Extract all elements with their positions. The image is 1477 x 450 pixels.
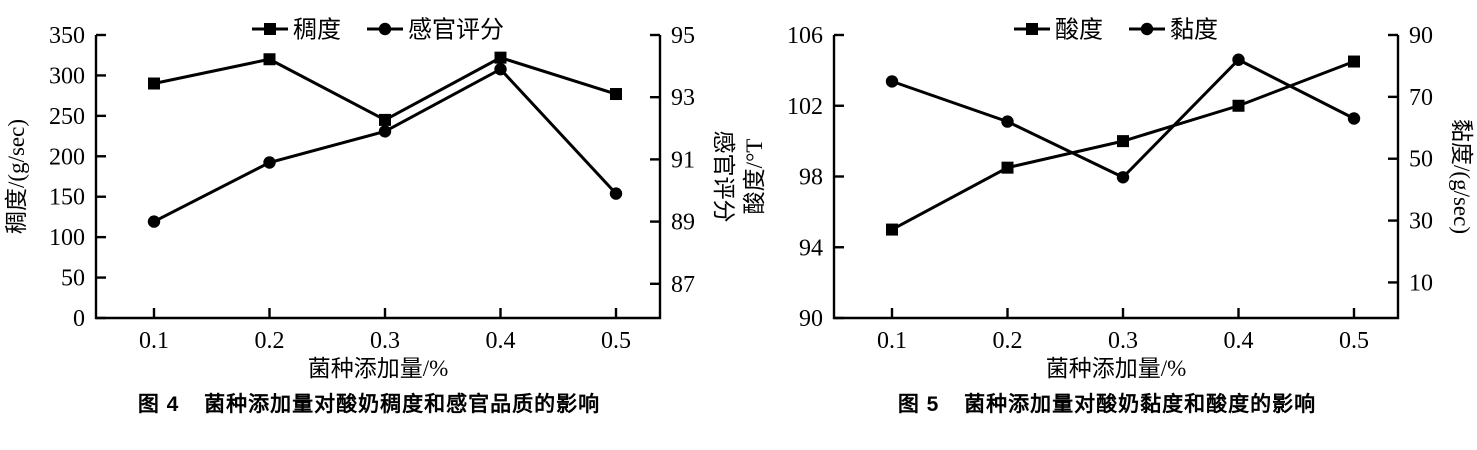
series-line: [891, 57, 1355, 180]
right-tick-label: 90: [1409, 23, 1433, 49]
square-marker-icon: [1026, 23, 1038, 35]
left-tick-label: 200: [49, 144, 85, 170]
legend-label: 稠度: [293, 17, 341, 44]
figure-4: 0 50 100 150 200 250 300 350 87 89 91 93 95 0.1 0.2 0.3…: [0, 0, 738, 450]
figure-4-caption-text: 菌种添加量对酸奶稠度和感官品质的影响: [204, 393, 601, 416]
axis-lines: [94, 35, 662, 320]
axes-frame: [94, 33, 662, 320]
x-axis-title: 菌种添加量/%: [1046, 356, 1187, 380]
x-tick-label: 0.4: [486, 328, 516, 354]
square-marker-icon: [379, 113, 391, 126]
circle-marker-icon: [1347, 112, 1361, 125]
series-line: [153, 56, 617, 122]
right-tick-label: 30: [1409, 209, 1433, 235]
right-tick-label: 70: [1409, 85, 1433, 111]
right-axis-title: 黏度/(g/sec): [1449, 119, 1474, 234]
left-tick-label: 100: [49, 225, 85, 251]
left-tick-label: 0: [73, 306, 85, 332]
left-axis-title: 酸度/°T: [742, 139, 767, 215]
square-marker-icon: [148, 77, 160, 90]
figure-5-caption-number: 图 5: [897, 393, 940, 416]
circle-marker-icon: [1232, 53, 1245, 66]
series-1-circle: [885, 53, 1361, 184]
x-tick-label: 0.5: [601, 328, 631, 354]
axis-labels: 0 50 100 150 200 250 300 350 87 89 91 93 95 0.1 0.2 0.3…: [4, 23, 736, 380]
left-tick-label: 50: [61, 266, 85, 292]
square-marker-icon: [886, 223, 898, 236]
right-tick-label: 93: [671, 85, 695, 111]
x-tick-label: 0.2: [255, 328, 285, 354]
x-axis-title: 菌种添加量/%: [308, 356, 449, 380]
series-line: [153, 67, 618, 223]
square-marker-icon: [1348, 55, 1360, 68]
right-axis-title: 感官评分: [711, 131, 736, 223]
square-marker-icon: [1117, 135, 1129, 148]
circle-marker-icon: [609, 187, 623, 200]
legend-entry-0: 稠度: [252, 17, 341, 44]
acidity-viscosity-line-chart: 90 94 98 102 106 10 30 50 70 90 0.1 0.2 0.3 0.4 0.5 菌种添…: [742, 17, 1474, 381]
square-marker-icon: [494, 51, 507, 64]
left-tick-label: 98: [799, 165, 823, 191]
right-tick-label: 10: [1409, 270, 1433, 296]
square-marker-icon: [610, 88, 622, 101]
figure-4-caption: 图 4 菌种添加量对酸奶稠度和感官品质的影响: [138, 388, 600, 418]
x-tick-label: 0.1: [139, 328, 169, 354]
circle-marker-icon: [885, 75, 899, 88]
circle-marker-icon: [1116, 171, 1130, 184]
circle-marker-icon: [378, 125, 392, 138]
x-tick-label: 0.4: [1224, 328, 1254, 354]
circle-marker-icon: [494, 63, 507, 76]
right-tick-label: 95: [671, 23, 695, 49]
consistency-sensory-line-chart: 0 50 100 150 200 250 300 350 87 89 91 93 95 0.1 0.2 0.3…: [4, 17, 736, 381]
left-tick-label: 150: [49, 185, 85, 211]
left-tick-label: 94: [799, 235, 823, 261]
left-tick-label: 350: [49, 23, 85, 49]
square-marker-icon: [1232, 99, 1245, 112]
square-marker-icon: [263, 53, 276, 66]
x-tick-label: 0.5: [1339, 328, 1369, 354]
right-tick-label: 91: [671, 147, 695, 173]
left-axis-title: 稠度/(g/sec): [4, 119, 29, 234]
square-marker-icon: [264, 23, 276, 35]
figure-5: 90 94 98 102 106 10 30 50 70 90 0.1 0.2 0.3 0.4 0.5 菌种添…: [738, 0, 1476, 450]
square-marker-icon: [1001, 161, 1014, 174]
circle-marker-icon: [147, 215, 161, 228]
series-0-square: [148, 51, 622, 126]
axis-labels: 90 94 98 102 106 10 30 50 70 90 0.1 0.2 0.3 0.4 0.5 菌种添…: [742, 23, 1474, 380]
legend-entry-0: 酸度: [1014, 17, 1103, 44]
figure-4-caption-number: 图 4: [137, 393, 180, 416]
series-0-square: [886, 55, 1360, 236]
left-tick-label: 300: [49, 63, 85, 89]
legend: 稠度 感官评分: [252, 17, 504, 44]
legend-label: 酸度: [1055, 17, 1103, 44]
x-tick-label: 0.3: [370, 328, 400, 354]
x-tick-label: 0.1: [877, 328, 907, 354]
right-tick-label: 50: [1409, 147, 1433, 173]
figure-5-caption-text: 菌种添加量对酸奶黏度和酸度的影响: [964, 393, 1317, 416]
x-tick-label: 0.3: [1108, 328, 1138, 354]
left-tick-label: 250: [49, 104, 85, 130]
axes-frame: [832, 33, 1400, 320]
circle-marker-icon: [1140, 22, 1154, 36]
legend-label: 感官评分: [408, 17, 504, 44]
right-tick-label: 87: [671, 272, 695, 298]
circle-marker-icon: [1001, 115, 1014, 128]
left-tick-label: 90: [799, 306, 823, 332]
left-tick-label: 102: [787, 94, 823, 120]
circle-marker-icon: [263, 156, 276, 169]
right-tick-label: 89: [671, 210, 695, 236]
legend-label: 黏度: [1170, 17, 1218, 44]
legend-entry-1: 黏度: [1129, 17, 1218, 44]
circle-marker-icon: [378, 22, 392, 36]
figure-5-caption: 图 5 菌种添加量对酸奶黏度和酸度的影响: [898, 388, 1316, 418]
legend: 酸度 黏度: [1014, 17, 1218, 44]
series-1-circle: [147, 63, 623, 228]
x-tick-label: 0.2: [993, 328, 1023, 354]
legend-entry-1: 感官评分: [367, 17, 504, 44]
left-tick-label: 106: [787, 23, 823, 49]
